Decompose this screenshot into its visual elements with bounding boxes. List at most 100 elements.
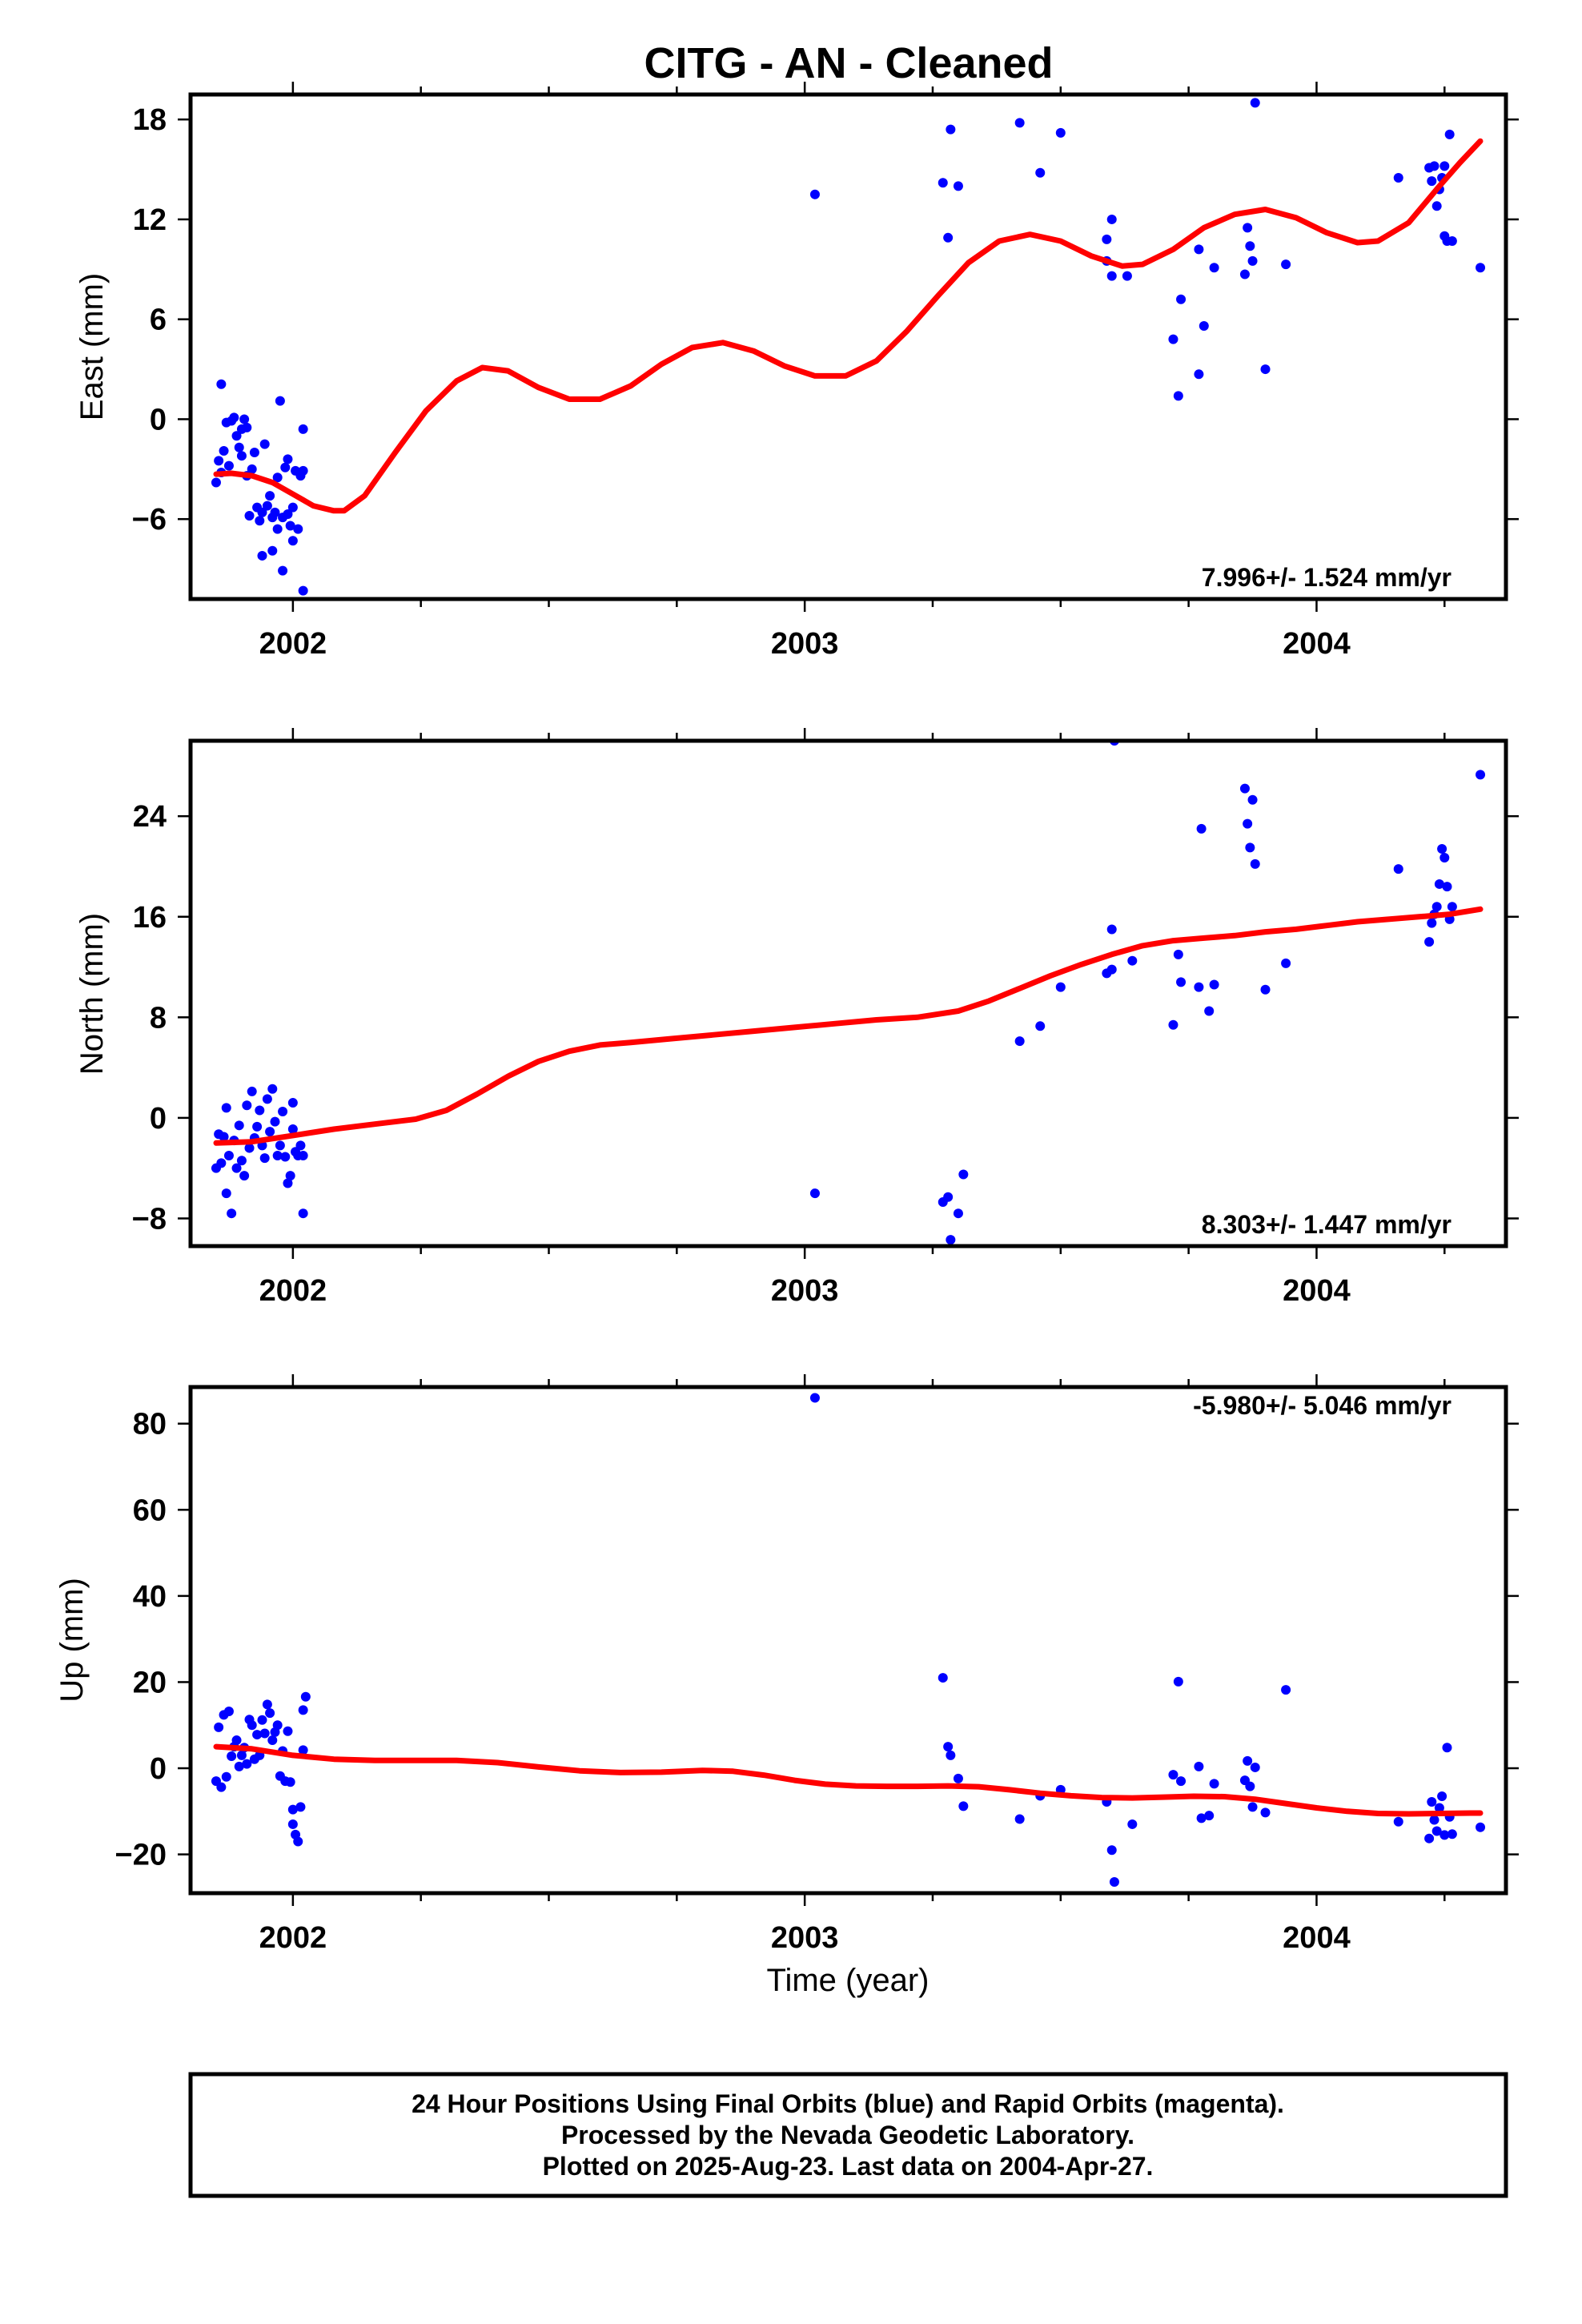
up-data-point bbox=[247, 1720, 257, 1731]
east-data-point bbox=[278, 565, 288, 576]
east-frame bbox=[188, 92, 1508, 601]
north-data-point bbox=[252, 1121, 263, 1132]
north-data-point bbox=[262, 1094, 272, 1104]
up-data-point bbox=[216, 1782, 227, 1792]
up-data-point bbox=[1431, 1826, 1442, 1836]
up-data-point bbox=[1393, 1816, 1403, 1827]
east-data-point bbox=[236, 451, 247, 461]
east-data-point bbox=[283, 509, 293, 519]
north-data-point bbox=[1260, 984, 1271, 995]
up-data-point bbox=[223, 1707, 234, 1717]
east-data-point bbox=[943, 232, 954, 243]
north-data-point bbox=[1476, 770, 1486, 780]
north-y-axis-label: North (mm) bbox=[74, 913, 110, 1075]
up-data-point bbox=[298, 1745, 308, 1755]
north-panel: North (mm) 2002 2003 2004 −8 0 8 16 24 8.303+/- … bbox=[74, 728, 1519, 1308]
east-data-point bbox=[275, 396, 285, 406]
north-data-point bbox=[265, 1127, 275, 1137]
east-data-point bbox=[1439, 161, 1450, 171]
up-data-point bbox=[1106, 1845, 1117, 1856]
north-data-point bbox=[221, 1103, 231, 1113]
up-data-point bbox=[1476, 1822, 1486, 1832]
up-x-tick-label: 2004 bbox=[1283, 1921, 1351, 1955]
east-x-tick-label: 2003 bbox=[771, 627, 839, 661]
east-data-point bbox=[259, 439, 270, 449]
north-x-tick-label: 2004 bbox=[1283, 1274, 1351, 1308]
north-data-point bbox=[1127, 955, 1138, 966]
east-data-point bbox=[293, 524, 303, 534]
up-data-point bbox=[234, 1761, 244, 1771]
up-data-point bbox=[293, 1836, 303, 1847]
north-data-point bbox=[219, 1132, 229, 1142]
north-plot-area bbox=[211, 741, 1486, 1245]
north-rate-label: 8.303+/- 1.447 mm/yr bbox=[1202, 1210, 1452, 1239]
up-y-tick-label: 20 bbox=[133, 1666, 167, 1699]
north-data-point bbox=[1245, 842, 1255, 853]
north-data-point bbox=[1424, 937, 1435, 947]
east-data-point bbox=[1106, 271, 1117, 281]
north-data-point bbox=[283, 1178, 293, 1188]
east-data-point bbox=[219, 445, 229, 456]
east-data-point bbox=[244, 511, 255, 521]
up-data-point bbox=[267, 1735, 278, 1746]
north-data-point bbox=[1250, 858, 1260, 869]
north-data-point bbox=[227, 1208, 237, 1219]
east-data-point bbox=[946, 124, 956, 135]
footer-line-2: Processed by the Nevada Geodetic Laborat… bbox=[561, 2121, 1134, 2149]
up-data-point bbox=[259, 1728, 270, 1739]
north-data-point bbox=[287, 1124, 298, 1135]
east-data-point bbox=[1194, 244, 1204, 255]
north-data-point bbox=[1194, 982, 1204, 992]
east-data-point bbox=[298, 585, 308, 596]
north-data-point bbox=[244, 1143, 255, 1153]
east-data-point bbox=[272, 472, 283, 483]
up-data-point bbox=[287, 1819, 298, 1829]
north-data-point bbox=[278, 1107, 288, 1117]
up-data-point bbox=[257, 1715, 267, 1725]
up-data-point bbox=[1281, 1685, 1291, 1695]
north-data-point bbox=[285, 1171, 295, 1181]
north-data-point bbox=[1447, 902, 1457, 912]
north-data-point bbox=[259, 1153, 270, 1164]
footer-line-3: Plotted on 2025-Aug-23. Last data on 200… bbox=[543, 2152, 1154, 2181]
up-y-tick-label: −20 bbox=[115, 1839, 167, 1872]
north-data-point bbox=[272, 1150, 283, 1160]
up-x-tick-label: 2002 bbox=[259, 1921, 327, 1955]
east-data-point bbox=[234, 442, 244, 452]
east-data-point bbox=[1247, 255, 1258, 266]
up-data-point bbox=[1427, 1796, 1437, 1807]
east-data-point bbox=[1447, 235, 1457, 246]
up-data-point bbox=[809, 1393, 820, 1403]
up-data-point bbox=[298, 1705, 308, 1715]
east-data-point bbox=[257, 507, 267, 517]
north-data-point bbox=[1431, 902, 1442, 912]
north-data-point bbox=[298, 1150, 308, 1160]
east-data-point bbox=[242, 422, 252, 432]
north-data-point bbox=[287, 1098, 298, 1108]
east-rate-label: 7.996+/- 1.524 mm/yr bbox=[1202, 563, 1452, 592]
north-data-point bbox=[809, 1188, 820, 1199]
north-data-point bbox=[231, 1163, 242, 1173]
north-data-point bbox=[1055, 982, 1066, 992]
up-data-point bbox=[1209, 1779, 1219, 1789]
up-data-point bbox=[252, 1730, 263, 1740]
east-plot-area bbox=[211, 98, 1486, 596]
up-data-point bbox=[1176, 1776, 1186, 1787]
up-data-point bbox=[236, 1750, 247, 1760]
east-data-point bbox=[270, 507, 280, 517]
east-data-point bbox=[249, 448, 259, 458]
east-data-point bbox=[1168, 334, 1178, 344]
east-y-tick-label: 6 bbox=[150, 304, 167, 337]
north-data-point bbox=[943, 1192, 954, 1202]
x-axis-label: Time (year) bbox=[767, 1963, 930, 1998]
east-data-point bbox=[1245, 241, 1255, 251]
up-rate-label: -5.980+/- 5.046 mm/yr bbox=[1193, 1391, 1452, 1420]
east-data-point bbox=[1209, 263, 1219, 273]
up-data-point bbox=[958, 1801, 969, 1811]
east-data-point bbox=[239, 414, 250, 424]
north-data-point bbox=[1173, 949, 1183, 959]
east-data-point bbox=[287, 536, 298, 546]
east-x-tick-label: 2004 bbox=[1283, 627, 1351, 661]
up-data-point bbox=[953, 1773, 963, 1783]
east-data-point bbox=[1106, 214, 1117, 224]
